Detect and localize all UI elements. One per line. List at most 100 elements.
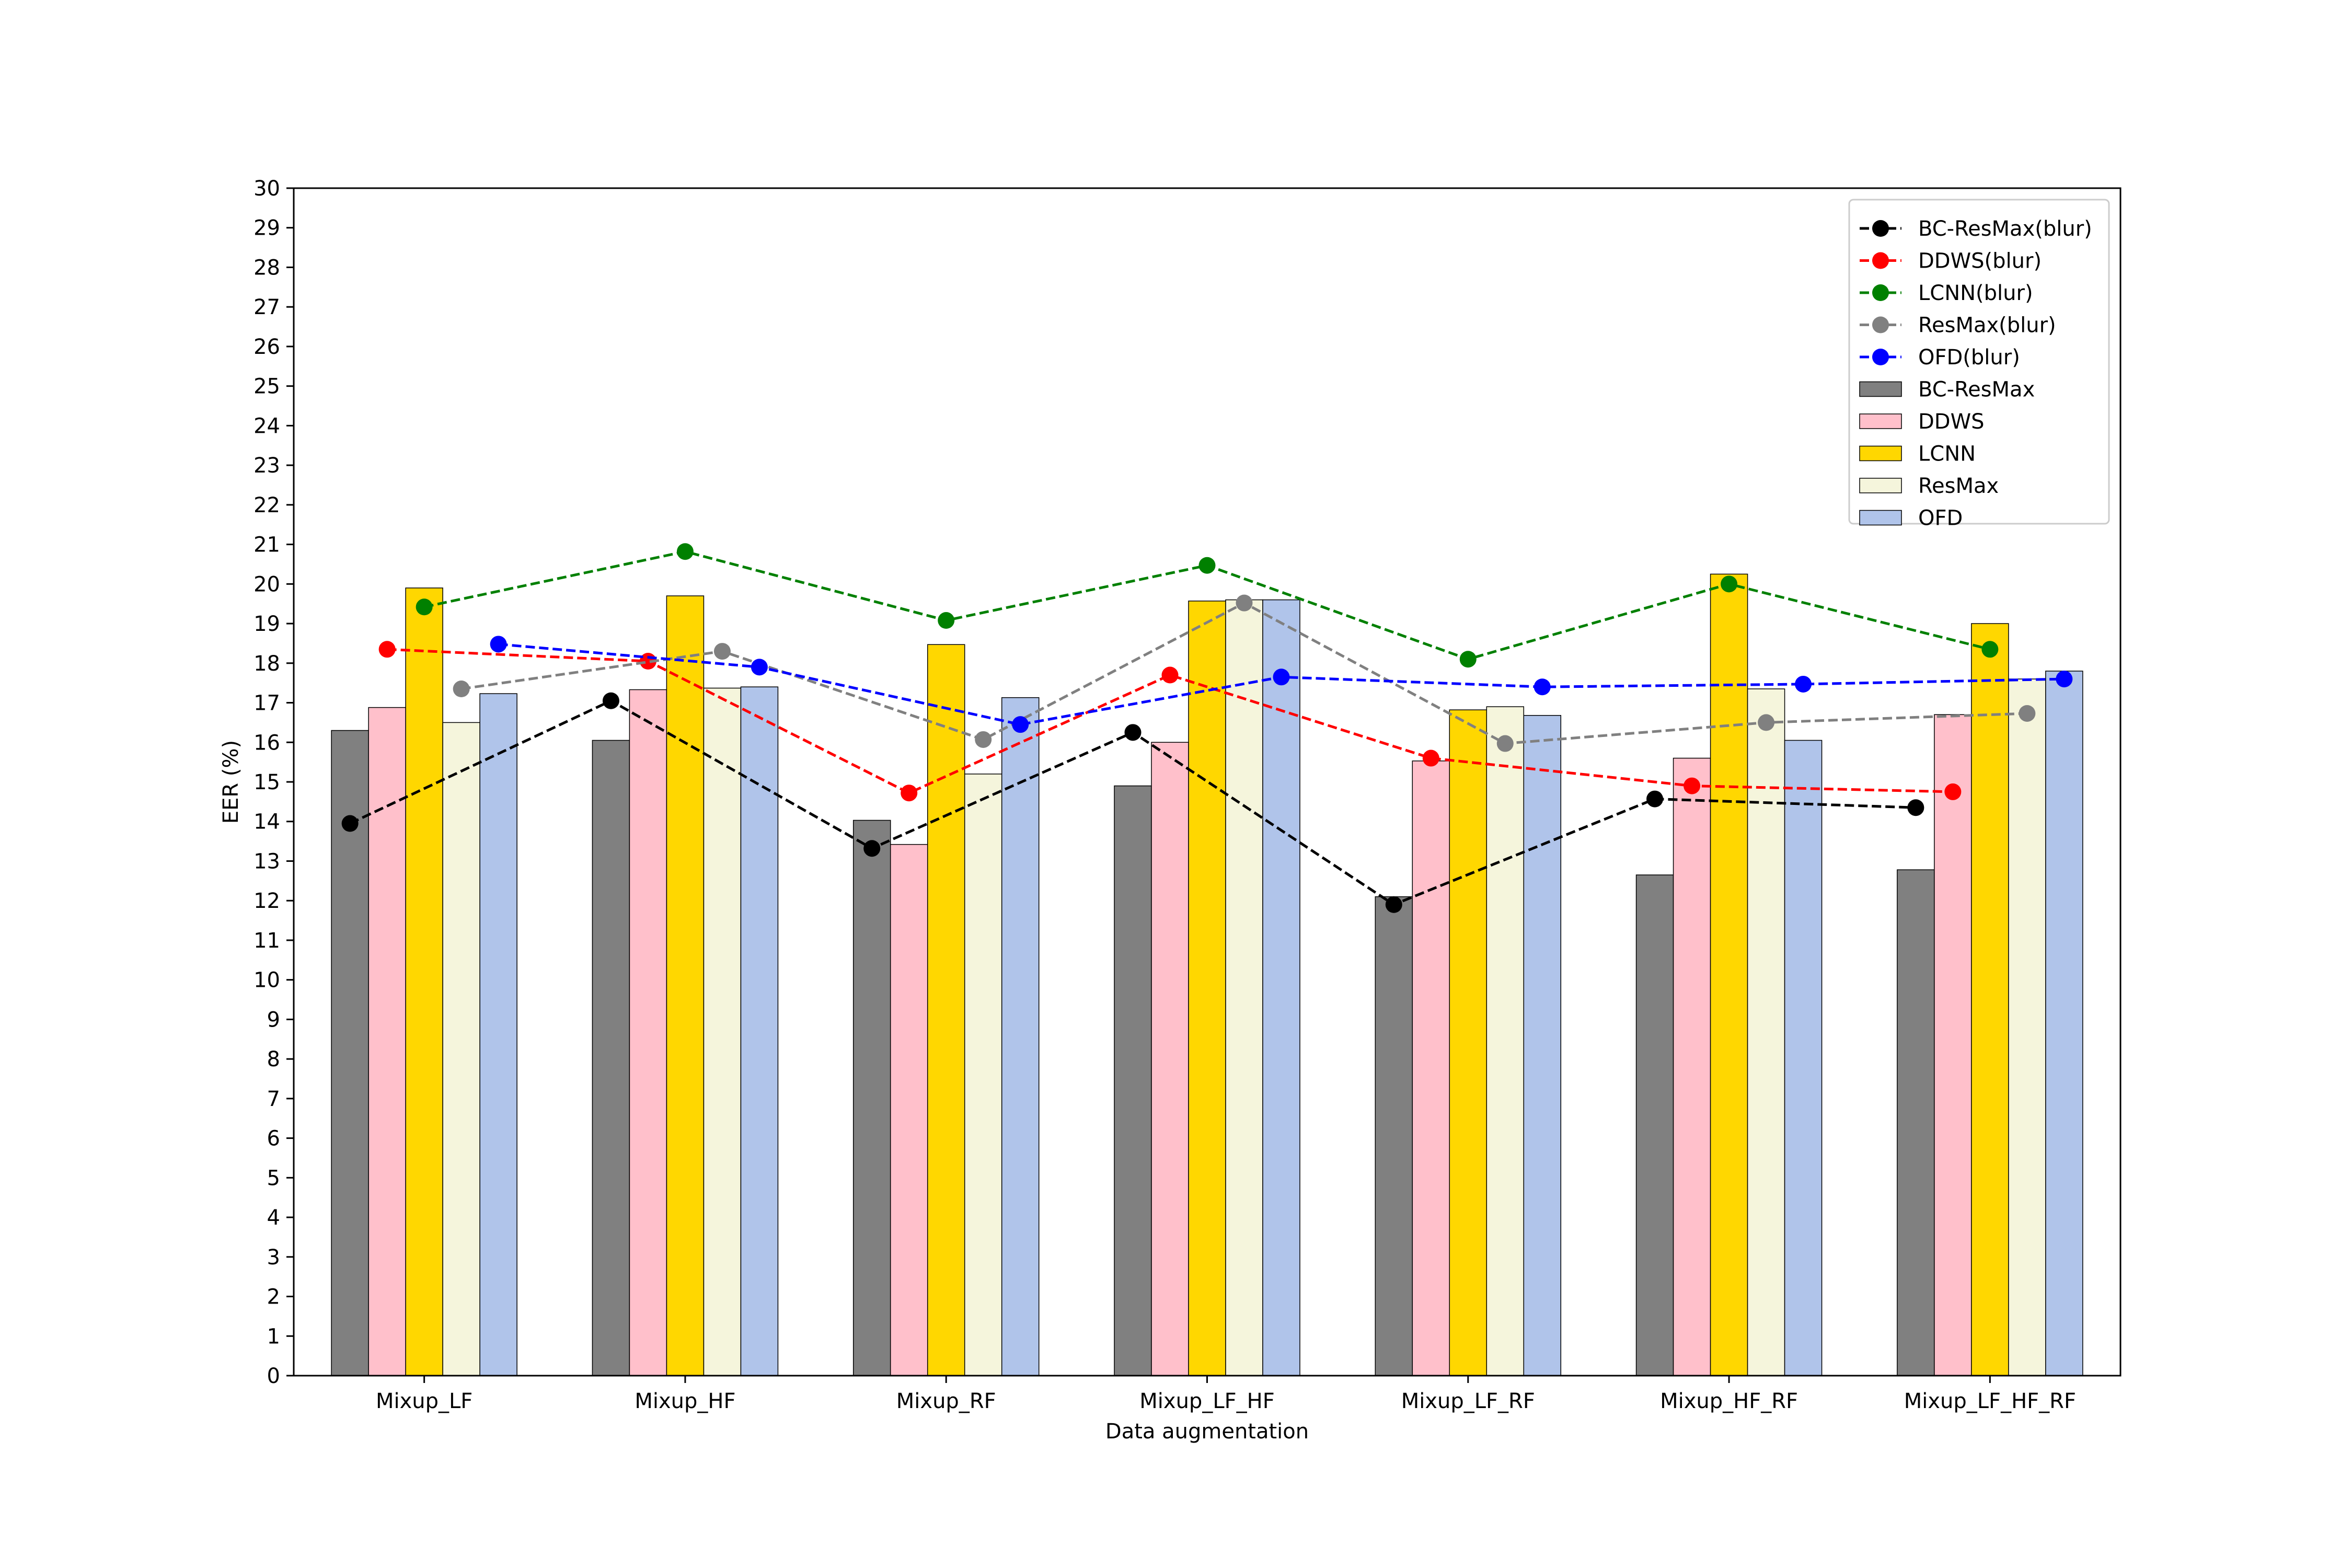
bar-bc-resmax-3 bbox=[1114, 785, 1152, 1376]
point-ofd-blur--0 bbox=[490, 636, 507, 653]
point-ddws-blur--6 bbox=[1944, 783, 1962, 800]
point-ofd-blur--1 bbox=[751, 659, 768, 676]
y-tick-label: 16 bbox=[253, 731, 280, 755]
bar-resmax-6 bbox=[2008, 678, 2046, 1376]
bar-ofd-4 bbox=[1523, 715, 1562, 1376]
point-lcnn-blur--5 bbox=[1721, 575, 1738, 593]
point-bc-resmax-blur--0 bbox=[341, 815, 359, 832]
point-resmax-blur--1 bbox=[713, 643, 731, 660]
point-ofd-blur--3 bbox=[1273, 668, 1290, 686]
point-ofd-blur--4 bbox=[1534, 678, 1551, 696]
y-axis: 0123456789101112131415161718192021222324… bbox=[253, 177, 294, 1388]
bar-ofd-1 bbox=[740, 686, 779, 1376]
legend-label-ddws-blur-: DDWS(blur) bbox=[1918, 249, 2042, 273]
legend-swatch-ofd bbox=[1859, 510, 1902, 526]
y-tick-label: 12 bbox=[253, 889, 280, 913]
y-tick-label: 23 bbox=[253, 454, 280, 478]
point-resmax-blur--3 bbox=[1236, 594, 1253, 612]
legend-marker-resmax-blur- bbox=[1872, 316, 1889, 333]
point-ofd-blur--2 bbox=[1012, 716, 1029, 733]
legend-label-lcnn-blur-: LCNN(blur) bbox=[1918, 281, 2033, 305]
point-lcnn-blur--3 bbox=[1198, 557, 1216, 574]
y-tick-label: 15 bbox=[253, 770, 280, 794]
point-bc-resmax-blur--5 bbox=[1646, 790, 1664, 808]
point-ddws-blur--2 bbox=[901, 785, 918, 802]
point-resmax-blur--5 bbox=[1758, 714, 1775, 731]
legend-marker-ddws-blur- bbox=[1872, 252, 1889, 269]
legend-marker-ofd-blur- bbox=[1872, 349, 1889, 365]
x-tick-label: Mixup_LF_HF_RF bbox=[1904, 1389, 2076, 1413]
bar-bc-resmax-0 bbox=[331, 730, 369, 1376]
y-tick-label: 22 bbox=[253, 493, 280, 517]
y-tick-label: 21 bbox=[253, 533, 280, 557]
point-bc-resmax-blur--3 bbox=[1124, 724, 1142, 741]
point-ddws-blur--4 bbox=[1422, 750, 1439, 767]
x-tick-label: Mixup_LF_HF bbox=[1139, 1389, 1274, 1413]
y-tick-label: 30 bbox=[253, 177, 280, 201]
y-tick-label: 1 bbox=[267, 1324, 280, 1348]
legend: BC-ResMax(blur) DDWS(blur) LCNN(blur) ResMa… bbox=[1848, 199, 2110, 531]
y-tick-label: 6 bbox=[267, 1127, 280, 1151]
y-tick-label: 26 bbox=[253, 335, 280, 359]
point-resmax-blur--0 bbox=[453, 681, 470, 698]
y-tick-label: 14 bbox=[253, 810, 280, 834]
bar-bc-resmax-4 bbox=[1375, 896, 1413, 1376]
point-lcnn-blur--0 bbox=[416, 598, 433, 616]
y-tick-label: 29 bbox=[253, 216, 280, 240]
bars-layer bbox=[331, 573, 2083, 1376]
point-ofd-blur--6 bbox=[2056, 671, 2073, 688]
point-lcnn-blur--6 bbox=[1981, 641, 1999, 658]
y-tick-label: 28 bbox=[253, 256, 280, 280]
legend-marker-bc-resmax-blur- bbox=[1872, 220, 1889, 237]
legend-label-ddws: DDWS bbox=[1918, 410, 1985, 434]
legend-label-resmax: ResMax bbox=[1918, 474, 1999, 498]
legend-label-ofd-blur-: OFD(blur) bbox=[1918, 345, 2020, 370]
bar-ddws-1 bbox=[629, 689, 667, 1376]
bar-ddws-0 bbox=[368, 707, 406, 1376]
x-tick-label: Mixup_LF bbox=[376, 1389, 472, 1413]
y-tick-label: 7 bbox=[267, 1087, 280, 1111]
bar-lcnn-0 bbox=[405, 587, 443, 1376]
point-bc-resmax-blur--6 bbox=[1907, 799, 1924, 816]
bar-ofd-0 bbox=[479, 693, 517, 1376]
legend-swatch-lcnn bbox=[1859, 445, 1902, 462]
bar-lcnn-2 bbox=[927, 644, 965, 1376]
bar-resmax-0 bbox=[442, 722, 480, 1376]
legend-label-bc-resmax: BC-ResMax bbox=[1918, 378, 2035, 402]
bar-ddws-4 bbox=[1412, 760, 1450, 1376]
y-tick-label: 17 bbox=[253, 691, 280, 716]
y-tick-label: 0 bbox=[267, 1364, 280, 1388]
y-tick-label: 13 bbox=[253, 849, 280, 873]
bar-bc-resmax-1 bbox=[592, 740, 630, 1376]
bar-bc-resmax-2 bbox=[852, 820, 891, 1376]
y-tick-label: 4 bbox=[267, 1206, 280, 1230]
bar-ofd-2 bbox=[1001, 697, 1040, 1376]
point-ddws-blur--0 bbox=[378, 641, 396, 658]
x-axis: Mixup_LF Mixup_HF Mixup_RF Mixup_LF_HF Mixup… bbox=[376, 1376, 2076, 1413]
y-tick-label: 25 bbox=[253, 375, 280, 399]
y-tick-label: 19 bbox=[253, 612, 280, 636]
bar-bc-resmax-5 bbox=[1635, 874, 1674, 1376]
bar-resmax-2 bbox=[964, 774, 1002, 1376]
legend-label-ofd: OFD bbox=[1918, 506, 1963, 531]
point-resmax-blur--2 bbox=[975, 731, 992, 748]
y-tick-label: 18 bbox=[253, 652, 280, 676]
bar-resmax-4 bbox=[1486, 706, 1525, 1376]
y-axis-label: EER (%) bbox=[219, 740, 243, 824]
point-resmax-blur--4 bbox=[1496, 735, 1514, 752]
y-tick-label: 27 bbox=[253, 295, 280, 319]
point-bc-resmax-blur--4 bbox=[1385, 896, 1402, 913]
x-tick-label: Mixup_LF_RF bbox=[1401, 1389, 1535, 1413]
y-tick-label: 10 bbox=[253, 969, 280, 993]
y-tick-label: 11 bbox=[253, 929, 280, 953]
bar-lcnn-1 bbox=[666, 595, 705, 1376]
bar-ddws-6 bbox=[1934, 714, 1972, 1376]
point-resmax-blur--6 bbox=[2019, 705, 2036, 722]
point-lcnn-blur--1 bbox=[676, 543, 694, 560]
x-tick-label: Mixup_RF bbox=[896, 1389, 996, 1413]
point-ddws-blur--5 bbox=[1684, 777, 1701, 794]
bar-lcnn-6 bbox=[1971, 623, 2009, 1376]
y-tick-label: 5 bbox=[267, 1166, 280, 1190]
legend-marker-lcnn-blur- bbox=[1872, 284, 1889, 301]
